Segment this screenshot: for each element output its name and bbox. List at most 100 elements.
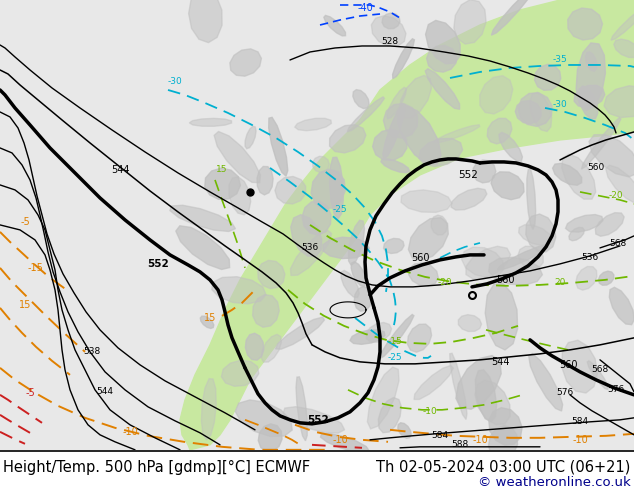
Polygon shape <box>235 400 292 437</box>
Text: -25: -25 <box>387 353 403 363</box>
Polygon shape <box>530 92 552 131</box>
Text: 536: 536 <box>581 253 598 263</box>
Polygon shape <box>456 356 501 409</box>
Polygon shape <box>500 0 634 80</box>
Text: -40: -40 <box>357 3 373 13</box>
Polygon shape <box>257 167 273 195</box>
Text: 568: 568 <box>592 366 609 374</box>
Polygon shape <box>372 16 406 46</box>
Text: -30: -30 <box>167 77 183 86</box>
Text: Height/Temp. 500 hPa [gdmp][°C] ECMWF: Height/Temp. 500 hPa [gdmp][°C] ECMWF <box>3 460 310 475</box>
Polygon shape <box>497 245 548 270</box>
Polygon shape <box>214 131 261 183</box>
Polygon shape <box>562 340 597 393</box>
Polygon shape <box>488 425 517 460</box>
Polygon shape <box>562 154 596 199</box>
Polygon shape <box>408 218 448 261</box>
Text: 15: 15 <box>216 166 228 174</box>
Text: 576: 576 <box>557 389 574 397</box>
Polygon shape <box>462 247 503 278</box>
Text: -10: -10 <box>332 435 348 445</box>
Polygon shape <box>567 8 602 40</box>
Polygon shape <box>341 270 359 297</box>
Polygon shape <box>295 118 332 131</box>
Polygon shape <box>425 69 460 109</box>
Polygon shape <box>499 132 522 161</box>
Polygon shape <box>189 0 222 43</box>
Polygon shape <box>518 246 543 269</box>
Polygon shape <box>350 330 385 344</box>
Text: -10: -10 <box>122 427 138 437</box>
Polygon shape <box>475 380 510 425</box>
Polygon shape <box>311 169 345 209</box>
Polygon shape <box>589 135 634 177</box>
Polygon shape <box>458 315 482 331</box>
Polygon shape <box>450 353 467 419</box>
Polygon shape <box>399 75 432 118</box>
Polygon shape <box>529 354 562 411</box>
Polygon shape <box>419 139 463 167</box>
Polygon shape <box>454 0 486 44</box>
Polygon shape <box>275 176 306 204</box>
Polygon shape <box>408 324 432 352</box>
Polygon shape <box>366 322 392 343</box>
Text: 536: 536 <box>301 244 319 252</box>
Polygon shape <box>291 215 321 256</box>
Polygon shape <box>398 423 411 438</box>
Polygon shape <box>353 90 369 109</box>
Polygon shape <box>614 39 634 57</box>
Polygon shape <box>180 0 634 450</box>
Polygon shape <box>347 97 384 132</box>
Polygon shape <box>296 377 307 441</box>
Text: -15: -15 <box>27 263 43 273</box>
Polygon shape <box>518 93 552 126</box>
Text: -10: -10 <box>423 407 437 416</box>
Polygon shape <box>466 246 510 279</box>
Polygon shape <box>598 271 614 285</box>
Polygon shape <box>290 230 332 275</box>
Polygon shape <box>354 287 372 311</box>
Text: 544: 544 <box>96 387 113 396</box>
Polygon shape <box>202 379 216 440</box>
Polygon shape <box>480 75 513 114</box>
Polygon shape <box>489 257 543 285</box>
Polygon shape <box>229 177 250 215</box>
Polygon shape <box>261 334 281 362</box>
Text: -10: -10 <box>572 435 588 445</box>
Text: 588: 588 <box>451 441 469 449</box>
Polygon shape <box>569 227 585 241</box>
Polygon shape <box>409 263 438 286</box>
Text: 560: 560 <box>496 275 514 285</box>
Polygon shape <box>258 260 285 289</box>
Text: 538: 538 <box>84 347 101 356</box>
Polygon shape <box>578 86 598 119</box>
Polygon shape <box>515 100 541 124</box>
Polygon shape <box>534 64 561 90</box>
Text: 560: 560 <box>411 253 429 263</box>
Polygon shape <box>576 267 597 290</box>
Text: 584: 584 <box>432 431 449 441</box>
Polygon shape <box>378 397 401 433</box>
Polygon shape <box>566 215 603 232</box>
Text: -15: -15 <box>387 337 403 346</box>
Polygon shape <box>0 0 634 450</box>
Text: -5: -5 <box>20 217 30 227</box>
Text: Th 02-05-2024 03:00 UTC (06+21): Th 02-05-2024 03:00 UTC (06+21) <box>377 460 631 475</box>
Polygon shape <box>609 287 634 325</box>
Text: 560: 560 <box>559 360 577 370</box>
Polygon shape <box>351 262 366 287</box>
Polygon shape <box>381 159 410 173</box>
Polygon shape <box>283 407 345 433</box>
Text: 15: 15 <box>19 300 31 310</box>
Text: -20: -20 <box>609 192 623 200</box>
Polygon shape <box>427 46 456 72</box>
Polygon shape <box>527 169 536 229</box>
Polygon shape <box>313 156 330 172</box>
Polygon shape <box>253 294 279 327</box>
Text: © weatheronline.co.uk: © weatheronline.co.uk <box>478 476 631 489</box>
Text: 552: 552 <box>147 259 169 269</box>
Polygon shape <box>576 43 605 110</box>
Text: 544: 544 <box>491 357 509 367</box>
Polygon shape <box>425 21 460 64</box>
Text: 560: 560 <box>587 164 605 172</box>
